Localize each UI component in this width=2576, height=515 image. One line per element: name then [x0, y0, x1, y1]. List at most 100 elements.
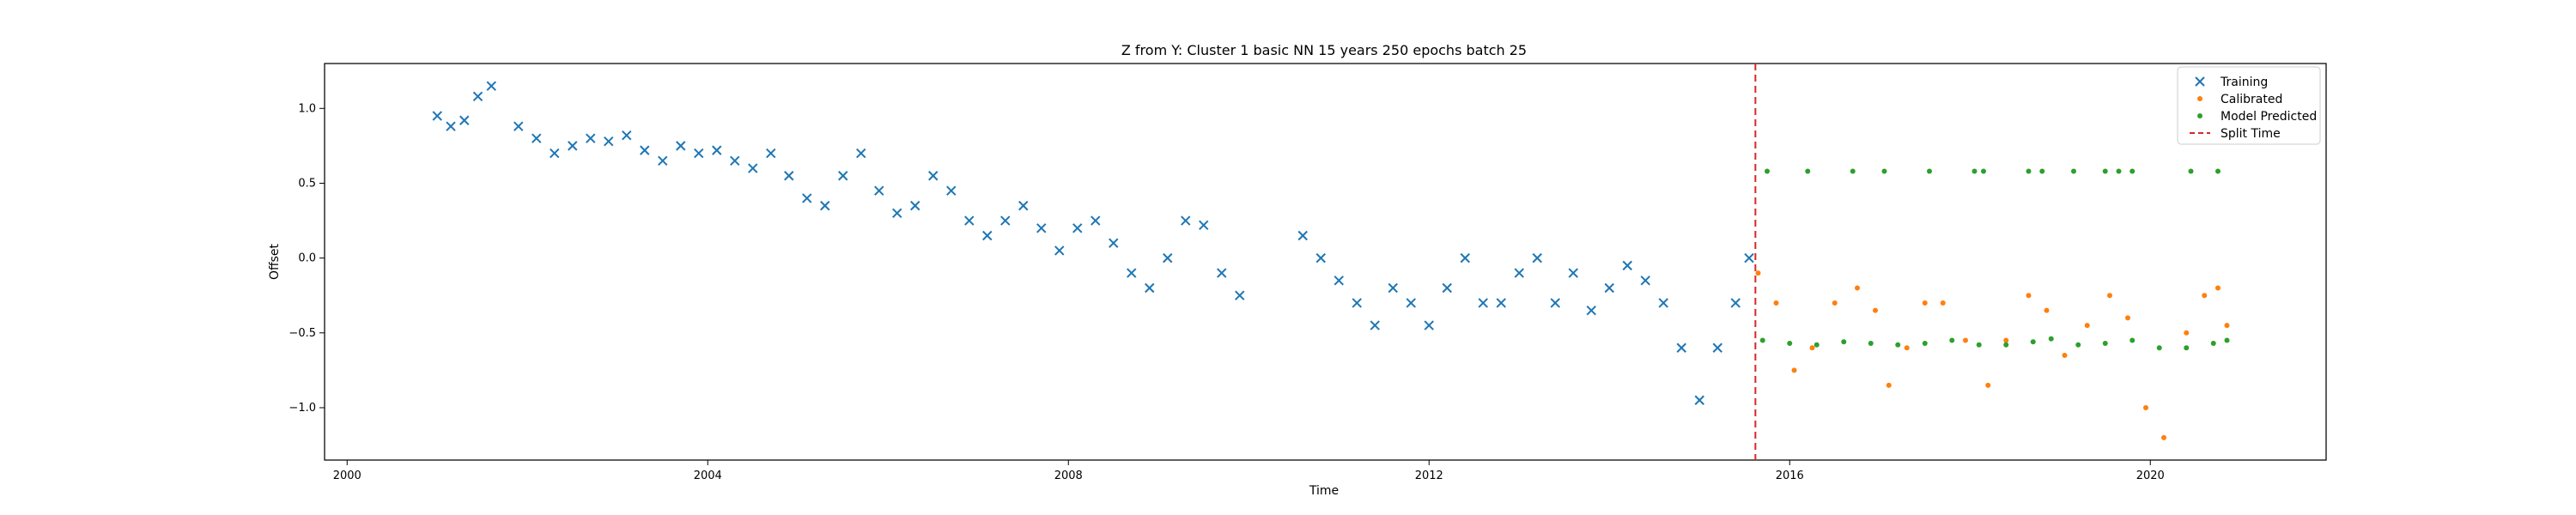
training-point — [838, 171, 848, 181]
training-point-stroke-b — [1181, 215, 1191, 226]
training-point-stroke-b — [1054, 245, 1065, 256]
training-point-stroke-b — [622, 130, 632, 141]
training-point-stroke-b — [838, 171, 848, 181]
model-predicted-point — [2116, 168, 2122, 174]
training-point-stroke-b — [1163, 252, 1173, 264]
calibrated-point — [2143, 404, 2148, 410]
x-tick-label: 2016 — [1776, 470, 1804, 482]
training-point-stroke-b — [1072, 223, 1083, 233]
training-point-stroke-b — [1478, 298, 1488, 308]
legend-label: Training — [2220, 76, 2268, 89]
model-predicted-point — [1895, 342, 1901, 348]
training-point-stroke-b — [459, 115, 470, 125]
calibrated-point — [1832, 300, 1838, 306]
model-predicted-point — [2215, 168, 2221, 174]
training-point-stroke-b — [1297, 230, 1308, 241]
training-point — [1586, 305, 1596, 316]
model-predicted-point — [2184, 345, 2190, 351]
training-point — [874, 185, 884, 196]
model-predicted-point — [2102, 168, 2108, 174]
calibrated-point — [2107, 293, 2112, 299]
training-point-stroke-b — [1235, 290, 1245, 300]
training-point — [640, 145, 650, 155]
training-point — [1235, 290, 1245, 300]
training-point — [1217, 268, 1227, 278]
model-predicted-point — [2129, 337, 2136, 343]
model-predicted-point — [2075, 342, 2081, 348]
training-point-stroke-b — [586, 133, 596, 143]
legend-label: Model Predicted — [2221, 110, 2317, 124]
calibrated-point — [2003, 337, 2009, 343]
training-point-stroke-b — [1730, 298, 1741, 308]
model-predicted-point — [1927, 168, 1932, 174]
calibrated-point — [1855, 285, 1860, 291]
calibrated-point — [2026, 293, 2032, 299]
training-point-stroke-b — [874, 185, 884, 196]
training-point — [459, 115, 470, 125]
training-point — [1127, 268, 1137, 278]
training-point-stroke-b — [1217, 268, 1227, 278]
training-point-stroke-b — [1622, 260, 1632, 271]
plot-area-frame — [324, 63, 2327, 461]
training-point — [568, 141, 578, 151]
training-point — [1604, 282, 1614, 294]
training-point-stroke-b — [432, 111, 442, 121]
model-predicted-point — [1971, 168, 1978, 174]
training-point — [1199, 220, 1209, 230]
training-point-stroke-b — [1550, 298, 1560, 308]
model-predicted-point — [2048, 336, 2054, 342]
training-point — [1406, 298, 1416, 308]
training-point — [928, 171, 939, 181]
training-point-stroke-b — [1712, 342, 1722, 353]
training-point-stroke-b — [694, 148, 704, 159]
training-point-stroke-b — [928, 171, 939, 181]
model-predicted-point — [1922, 341, 1928, 347]
training-point — [1000, 215, 1011, 226]
legend-symbol — [2197, 113, 2202, 118]
training-point-stroke-b — [1370, 320, 1380, 330]
model-predicted-point — [1850, 168, 1856, 174]
training-point-stroke-b — [676, 141, 686, 151]
model-predicted-point — [2026, 168, 2032, 174]
training-point-stroke-b — [1388, 282, 1398, 294]
training-point — [784, 171, 794, 181]
calibrated-point — [2161, 434, 2166, 440]
legend-box — [2177, 66, 2321, 145]
training-point — [1478, 298, 1488, 308]
training-point-stroke-b — [1658, 298, 1668, 308]
training-point — [1676, 342, 1686, 353]
model-predicted-point — [2071, 168, 2076, 174]
training-point-stroke-b — [1694, 395, 1704, 405]
training-point-stroke-b — [532, 133, 542, 143]
training-point-stroke-b — [1109, 238, 1119, 248]
model-predicted-point — [2003, 342, 2009, 348]
training-point-stroke-b — [513, 121, 524, 131]
model-predicted-point — [2030, 339, 2036, 345]
x-axis: 2000 2004 2008 2012 2016 2020 — [333, 460, 2165, 482]
training-point-stroke-b — [1199, 220, 1209, 230]
training-point-stroke-b — [446, 121, 456, 131]
points-layer — [432, 81, 2230, 440]
y-tick-label: −0.5 — [289, 327, 316, 340]
calibrated-point — [2202, 293, 2208, 299]
model-predicted-point — [1841, 339, 1847, 345]
model-predicted-point — [2129, 168, 2136, 174]
training-point — [1334, 276, 1344, 286]
training-point — [658, 155, 668, 167]
training-point — [712, 145, 722, 155]
y-axis-label: Offset — [268, 243, 282, 280]
training-point-stroke-b — [1586, 305, 1596, 316]
training-point — [1297, 230, 1308, 241]
training-point-stroke-b — [730, 155, 740, 167]
model-predicted-point — [1868, 341, 1874, 347]
calibrated-point — [1940, 300, 1946, 306]
training-point-stroke-b — [1127, 268, 1137, 278]
x-tick-label: 2020 — [2136, 470, 2165, 482]
legend-label: Calibrated — [2221, 93, 2282, 106]
legend: Training Calibrated Model Predicted Split T… — [2177, 66, 2321, 145]
training-point — [1424, 320, 1434, 330]
training-point — [1163, 252, 1173, 264]
calibrated-point — [1886, 382, 1892, 388]
training-point-stroke-b — [1640, 276, 1650, 286]
x-tick-label: 2008 — [1054, 470, 1083, 482]
